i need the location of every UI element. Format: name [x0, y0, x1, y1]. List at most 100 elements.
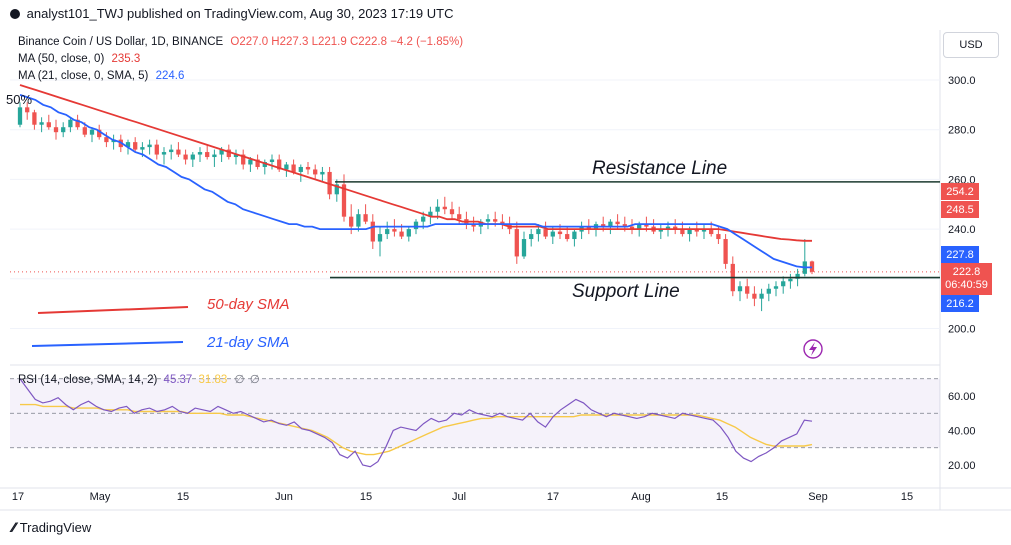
time-tick-label: 15	[360, 491, 372, 503]
candle-body	[485, 219, 491, 222]
candle-body	[723, 239, 728, 264]
price-tick-label: 200.0	[948, 324, 976, 336]
candle-body	[154, 144, 159, 155]
candle-body	[449, 209, 455, 215]
lightning-icon	[803, 339, 823, 359]
candle-body	[622, 224, 627, 227]
candle-body	[262, 162, 267, 167]
eye-off-icon-2[interactable]: ∅	[249, 374, 260, 386]
sma21-key-line	[31, 341, 184, 347]
candle-body	[781, 281, 786, 287]
candle-body	[615, 221, 620, 225]
candle-body	[694, 229, 699, 232]
candle-body	[334, 184, 339, 195]
candle-body	[161, 152, 167, 155]
price-tag-216: 216.2	[941, 295, 979, 312]
candle-body	[399, 231, 404, 237]
candle-body	[385, 229, 390, 235]
price-tick-label: 280.0	[948, 125, 976, 137]
candle-body	[32, 112, 37, 125]
candle-body	[637, 224, 642, 230]
candle-body	[17, 107, 23, 125]
currency-button[interactable]: USD	[943, 32, 999, 58]
candle-body	[773, 286, 779, 289]
candle-body	[291, 164, 296, 172]
tradingview-mini-icon	[10, 9, 20, 19]
candle-body	[442, 206, 447, 210]
candle-body	[205, 152, 210, 158]
eye-off-icon[interactable]: ∅	[234, 374, 245, 386]
publisher-text: analyst101_TWJ published on TradingView.…	[26, 6, 454, 21]
candle-body	[457, 214, 462, 220]
candle-body	[658, 229, 663, 232]
time-tick-label: 17	[547, 491, 559, 503]
candle-body	[629, 226, 635, 230]
candle-body	[53, 127, 59, 133]
candle-body	[97, 129, 102, 138]
candle-body	[82, 127, 87, 135]
candle-body	[572, 231, 577, 240]
candle-body	[701, 229, 707, 232]
candle-body	[147, 144, 152, 148]
candle-body	[169, 149, 174, 153]
candle-body	[39, 122, 44, 125]
candle-body	[233, 154, 239, 158]
candle-body	[392, 229, 397, 232]
sma50-key-line	[37, 306, 189, 314]
candle-body	[687, 229, 692, 235]
ma21-line	[19, 94, 812, 269]
candle-body	[644, 224, 649, 227]
support-annotation: Support Line	[572, 281, 680, 302]
candle-body	[363, 214, 368, 222]
price-tag-254: 254.2	[941, 183, 979, 200]
candle-body	[320, 171, 325, 175]
candle-body	[269, 159, 275, 163]
candle-body	[341, 184, 347, 217]
candle-body	[197, 152, 203, 155]
candle-body	[125, 142, 131, 148]
time-tick-label: 15	[177, 491, 189, 503]
candle-body	[370, 221, 375, 242]
publisher-line: analyst101_TWJ published on TradingView.…	[10, 6, 453, 21]
candle-body	[190, 154, 195, 160]
candle-body	[406, 229, 411, 237]
sma21-annotation: 21-day SMA	[206, 334, 290, 351]
candle-body	[428, 211, 433, 217]
ohlc-values: O227.0 H227.3 L221.9 C222.8 −4.2 (−1.85%…	[230, 36, 464, 48]
candle-body	[788, 278, 793, 282]
candle-body	[140, 147, 145, 150]
candle-body	[529, 234, 534, 240]
candle-body	[219, 149, 224, 155]
candle-body	[709, 229, 714, 235]
price-tag-227: 227.8	[941, 246, 979, 263]
time-tick-label: 17	[12, 491, 24, 503]
candle-body	[752, 293, 757, 299]
candle-body	[521, 239, 527, 257]
candle-body	[226, 149, 231, 158]
rsi-line	[19, 378, 813, 468]
current-price-tag: 222.8 06:40:59	[941, 263, 992, 295]
candle-body	[277, 159, 282, 170]
candle-body	[673, 226, 678, 230]
time-tick-label: 15	[716, 491, 728, 503]
percent-fragment: 50%	[6, 92, 33, 107]
candle-body	[25, 107, 30, 113]
candle-body	[586, 226, 591, 230]
candle-body	[305, 166, 311, 170]
candle-body	[421, 216, 426, 222]
candle-body	[284, 164, 289, 170]
candle-body	[471, 224, 476, 227]
ma50-value: 235.3	[111, 53, 141, 65]
candle-body	[680, 229, 685, 235]
ma50-line	[19, 84, 812, 242]
ma21-legend: MA (21, close, 0, SMA, 5) 224.6	[18, 70, 184, 82]
rsi-label: RSI (14, close, SMA, 14, 2)	[18, 374, 158, 386]
ma50-legend: MA (50, close, 0) 235.3	[18, 53, 140, 65]
candle-body	[543, 229, 548, 237]
footer-brand[interactable]: ⁄⁄ TradingView	[12, 519, 91, 535]
candle-body	[536, 229, 541, 235]
rsi-legend: RSI (14, close, SMA, 14, 2) 45.37 31.83 …	[18, 372, 260, 386]
candle-body	[61, 127, 66, 133]
candle-body	[327, 171, 332, 195]
